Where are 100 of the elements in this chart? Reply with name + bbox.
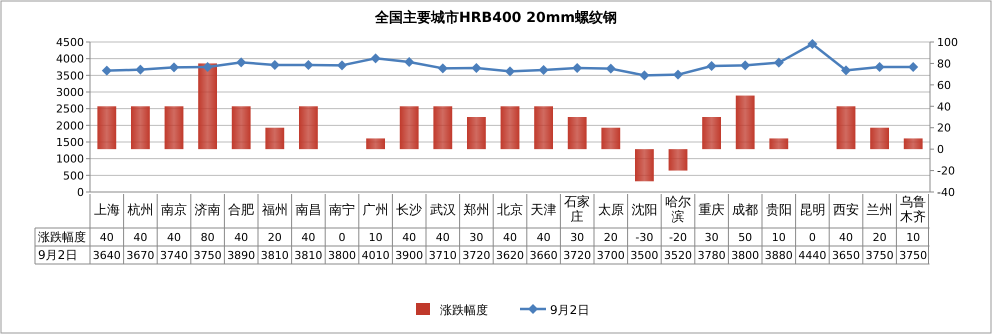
x-tick-label: 太原 [598,203,624,218]
data-label: 3750 [899,249,928,262]
data-label: 3740 [160,249,188,262]
y2-tick-label: 80 [937,57,951,70]
data-label: 40 [503,231,517,244]
data-label: 3700 [596,249,625,262]
data-label: 3710 [428,249,457,262]
data-label: 3900 [395,249,424,262]
data-label: 3810 [294,249,322,262]
bar [668,149,688,171]
x-tick-label: 贵阳 [766,203,792,218]
x-tick-label: 武汉 [430,203,456,218]
x-tick-label: 广州 [362,203,389,218]
data-label: 40 [436,231,450,244]
point [908,62,918,72]
x-tick-label: 福州 [262,203,288,218]
x-tick-label: 哈尔滨 [665,195,691,225]
point [572,63,582,73]
x-tick-label: 沈阳 [631,203,658,218]
point [270,60,280,70]
data-label: -30 [635,231,654,244]
x-tick-label: 兰州 [866,203,893,218]
data-label: 40 [839,231,853,244]
bar [500,106,520,150]
data-label: 0 [338,231,346,244]
bar [298,106,318,150]
bar [601,128,620,150]
x-tick-label: 杭州 [126,203,154,218]
data-label: 40 [100,231,114,244]
bar [433,106,452,150]
data-label: 20 [604,231,618,244]
bar [466,117,486,150]
y-tick-label: 1000 [56,152,84,166]
text: 9月2日 [38,248,78,262]
data-label: 3520 [664,249,692,262]
x-tick-label: 西安 [833,202,859,218]
x-tick-label: 天津 [530,203,557,218]
x-tick-label: 合肥 [228,203,254,218]
bar [265,128,284,150]
point [807,39,818,49]
x-tick-label: 上海 [94,203,120,218]
x-tick-label: 南京 [161,203,187,218]
point [706,61,717,71]
data-label: 3800 [328,249,356,262]
x-tick-label: 南宁 [329,202,355,218]
data-label: 3720 [563,249,592,262]
data-label: 3640 [92,249,121,262]
point [236,57,246,68]
point [169,62,179,72]
point [438,63,448,74]
x-tick-label: 昆明 [799,203,826,218]
data-label: 0 [808,231,816,244]
data-label: 20 [872,231,887,244]
y-tick-label: 2500 [56,102,84,116]
data-label: 3810 [260,249,289,262]
point [505,66,515,76]
text: 涨跌幅度 [38,230,86,244]
y-tick-label: 1500 [56,136,84,149]
x-tick-label: 济南 [194,203,221,218]
point [606,64,616,74]
bar [400,106,419,150]
data-label: 3500 [630,249,658,262]
data-label: 30 [570,231,584,244]
data-label: 50 [738,231,752,244]
data-label: -20 [669,231,687,244]
x-tick-label: 郑州 [463,203,490,218]
bar [232,106,251,150]
point [404,57,414,67]
y-tick-label: 4500 [56,36,84,49]
point [202,62,213,72]
point [337,60,347,70]
y-tick-label: 3000 [56,86,84,99]
bar [366,138,386,150]
data-label: 30 [469,231,484,244]
bar [97,106,116,150]
data-label: 3890 [227,249,256,262]
bar [534,106,554,150]
y2-tick-label: 40 [937,100,951,114]
data-label: 3670 [126,249,154,262]
y-tick-label: 0 [77,186,84,199]
point [538,65,549,75]
point [303,60,314,70]
data-label: 3750 [194,249,222,262]
point [639,70,650,80]
data-label: 40 [167,231,181,244]
bar [164,106,184,150]
point [471,63,482,73]
point [841,65,851,76]
y2-tick-label: 100 [937,36,958,49]
data-label: 40 [133,231,148,244]
data-label: 40 [234,231,248,244]
data-label: 80 [200,231,215,244]
data-label: 3660 [530,249,558,262]
data-label: 4010 [362,249,390,262]
x-tick-label: 重庆 [698,203,725,218]
bar [736,96,755,150]
legend-label: 涨跌幅度 [440,303,488,317]
data-label: 3650 [832,249,860,262]
bar [198,63,218,150]
x-tick-label: 长沙 [396,203,422,218]
